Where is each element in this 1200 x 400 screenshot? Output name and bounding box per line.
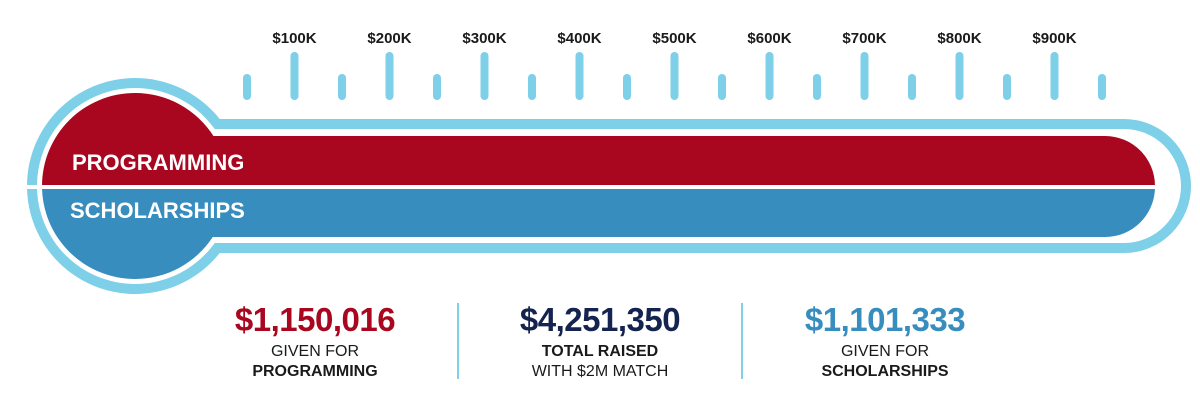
programming-bar-label: PROGRAMMING (72, 150, 244, 175)
divider (741, 303, 743, 379)
tick-label: $600K (747, 30, 791, 47)
tick-label: $800K (937, 30, 981, 47)
scale-ticks: $100K $200K $300K $400K $500K $600K $700K $800K… (243, 30, 1106, 100)
scholarships-stat: $1,101,333 GIVEN FOR SCHOLARSHIPS (755, 300, 1015, 382)
divider (457, 303, 459, 379)
tick-label: $200K (367, 30, 411, 47)
programming-amount: $1,150,016 (234, 301, 396, 338)
tick-label: $100K (272, 30, 316, 47)
total-stat: $4,251,350 TOTAL RAISED WITH $2M MATCH (470, 300, 730, 382)
scholarships-caption-1: GIVEN FOR (840, 343, 929, 360)
thermometer-chart: $100K $200K $300K $400K $500K $600K $700K $800K… (27, 30, 1191, 294)
total-amount: $4,251,350 (519, 301, 681, 338)
tick-label: $700K (842, 30, 886, 47)
scholarships-bar-label: SCHOLARSHIPS (70, 198, 245, 223)
programming-stat: $1,150,016 GIVEN FOR PROGRAMMING (185, 300, 445, 382)
scholarships-caption-2: SCHOLARSHIPS (821, 363, 949, 380)
tick-label: $400K (557, 30, 601, 47)
programming-caption-2: PROGRAMMING (252, 363, 378, 380)
scholarships-amount: $1,101,333 (804, 301, 966, 338)
programming-caption-1: GIVEN FOR (270, 343, 359, 360)
tick-label: $500K (652, 30, 696, 47)
total-caption-2: WITH $2M MATCH (531, 363, 669, 380)
tick-label: $300K (462, 30, 506, 47)
total-caption-1: TOTAL RAISED (541, 343, 659, 360)
tick-label: $900K (1032, 30, 1076, 47)
